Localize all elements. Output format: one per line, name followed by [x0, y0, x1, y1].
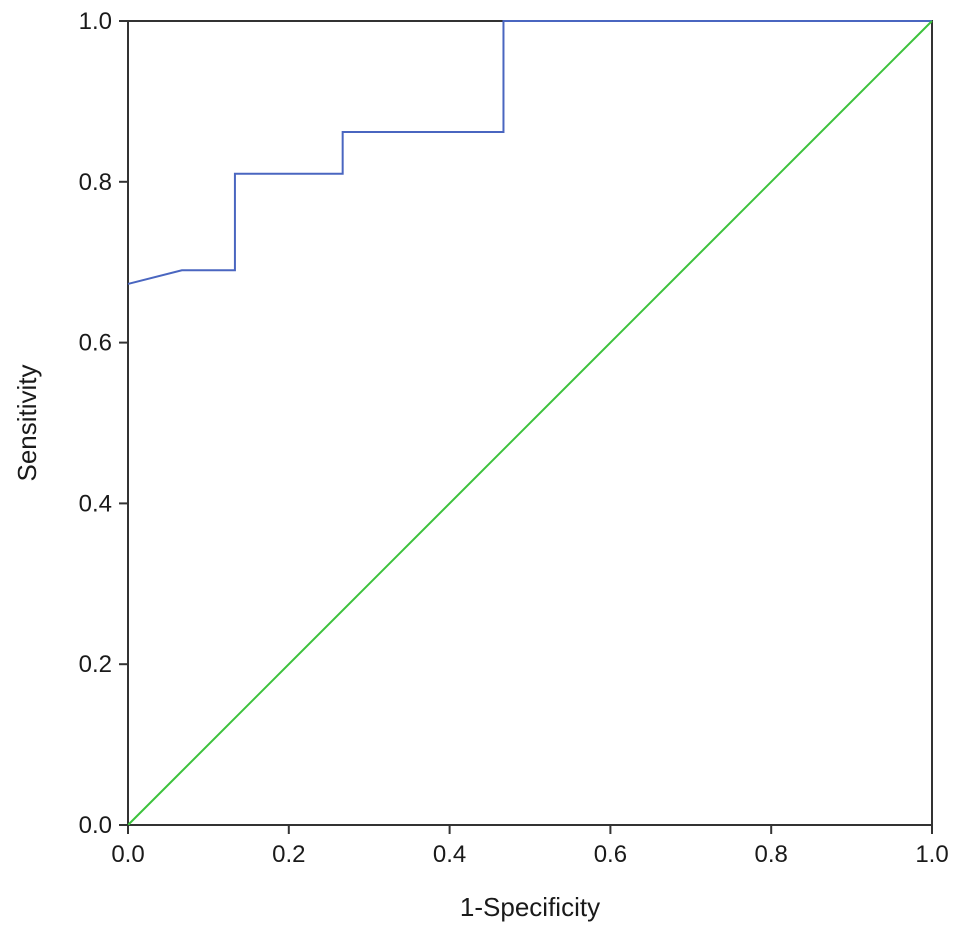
y-tick-label: 0.6 [79, 330, 112, 357]
x-axis-ticks: 0.0 0.2 0.4 0.6 0.8 1.0 [111, 825, 949, 868]
y-tick-label: 0.4 [79, 490, 112, 517]
roc-curve-line [127, 20, 932, 285]
y-tick-label: 1.0 [79, 8, 112, 35]
plot-area [127, 20, 933, 826]
x-tick-label: 1.0 [915, 841, 948, 868]
x-axis-title: 1-Specificity [460, 892, 600, 922]
y-axis-ticks: 0.0 0.2 0.4 0.6 0.8 1.0 [79, 8, 128, 839]
y-tick-label: 0.2 [79, 651, 112, 678]
x-tick-label: 0.0 [111, 841, 144, 868]
y-tick-label: 0.8 [79, 169, 112, 196]
x-tick-label: 0.6 [594, 841, 627, 868]
x-tick-label: 0.8 [755, 841, 788, 868]
x-tick-label: 0.2 [272, 841, 305, 868]
y-tick-label: 0.0 [79, 812, 112, 839]
x-tick-label: 0.4 [433, 841, 466, 868]
reference-diagonal-line [127, 20, 933, 826]
y-axis-title: Sensitivity [12, 364, 42, 481]
